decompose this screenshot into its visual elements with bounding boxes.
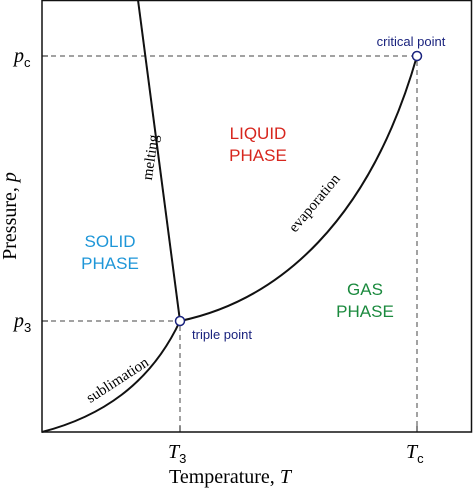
melting-label: melting bbox=[140, 133, 162, 181]
liquid-label: LIQUID PHASE bbox=[229, 124, 287, 165]
label-line: LIQUID bbox=[230, 124, 287, 143]
sublimation-curve bbox=[41, 320, 181, 433]
tick-symbol: p bbox=[12, 310, 24, 332]
triple-point-marker bbox=[174, 315, 186, 327]
y-tick-label: pc bbox=[12, 45, 31, 70]
y-axis-title: Pressure, p bbox=[0, 172, 21, 260]
solid-label: SOLID PHASE bbox=[81, 232, 139, 273]
title-text: Pressure, bbox=[0, 187, 21, 260]
evaporation-curve bbox=[179, 55, 418, 322]
x-axis-title: Temperature, T bbox=[169, 466, 293, 488]
y-tick-label: p3 bbox=[12, 310, 31, 335]
tick-symbol: p bbox=[12, 45, 24, 67]
tick-symbol: T bbox=[406, 441, 419, 463]
title-symbol: T bbox=[280, 466, 293, 488]
label-line: GAS bbox=[347, 280, 383, 299]
triple-guide bbox=[42, 320, 181, 432]
tick-subscript: c bbox=[417, 451, 424, 466]
tick-subscript: 3 bbox=[179, 451, 186, 466]
tick-subscript: c bbox=[24, 55, 31, 70]
evaporation-label: evaporation bbox=[286, 171, 344, 236]
critical-point-label: critical point bbox=[377, 34, 446, 49]
critical-guide bbox=[42, 55, 418, 432]
tick-subscript: 3 bbox=[24, 320, 31, 335]
title-symbol: p bbox=[0, 172, 21, 184]
triple-point-label: triple point bbox=[192, 327, 252, 342]
title-text: Temperature, bbox=[169, 466, 275, 488]
melting-curve bbox=[137, 0, 181, 322]
label-line: PHASE bbox=[336, 302, 394, 321]
gas-label: GAS PHASE bbox=[336, 280, 394, 321]
critical-point-marker bbox=[411, 50, 423, 62]
label-line: PHASE bbox=[229, 146, 287, 165]
sublimation-label: sublimation bbox=[84, 354, 153, 406]
tick-symbol: T bbox=[168, 441, 181, 463]
plot-frame bbox=[41, 0, 473, 433]
x-tick-label: Tc bbox=[406, 441, 424, 466]
x-tick-label: T3 bbox=[168, 441, 186, 466]
label-line: PHASE bbox=[81, 254, 139, 273]
label-line: SOLID bbox=[84, 232, 135, 251]
